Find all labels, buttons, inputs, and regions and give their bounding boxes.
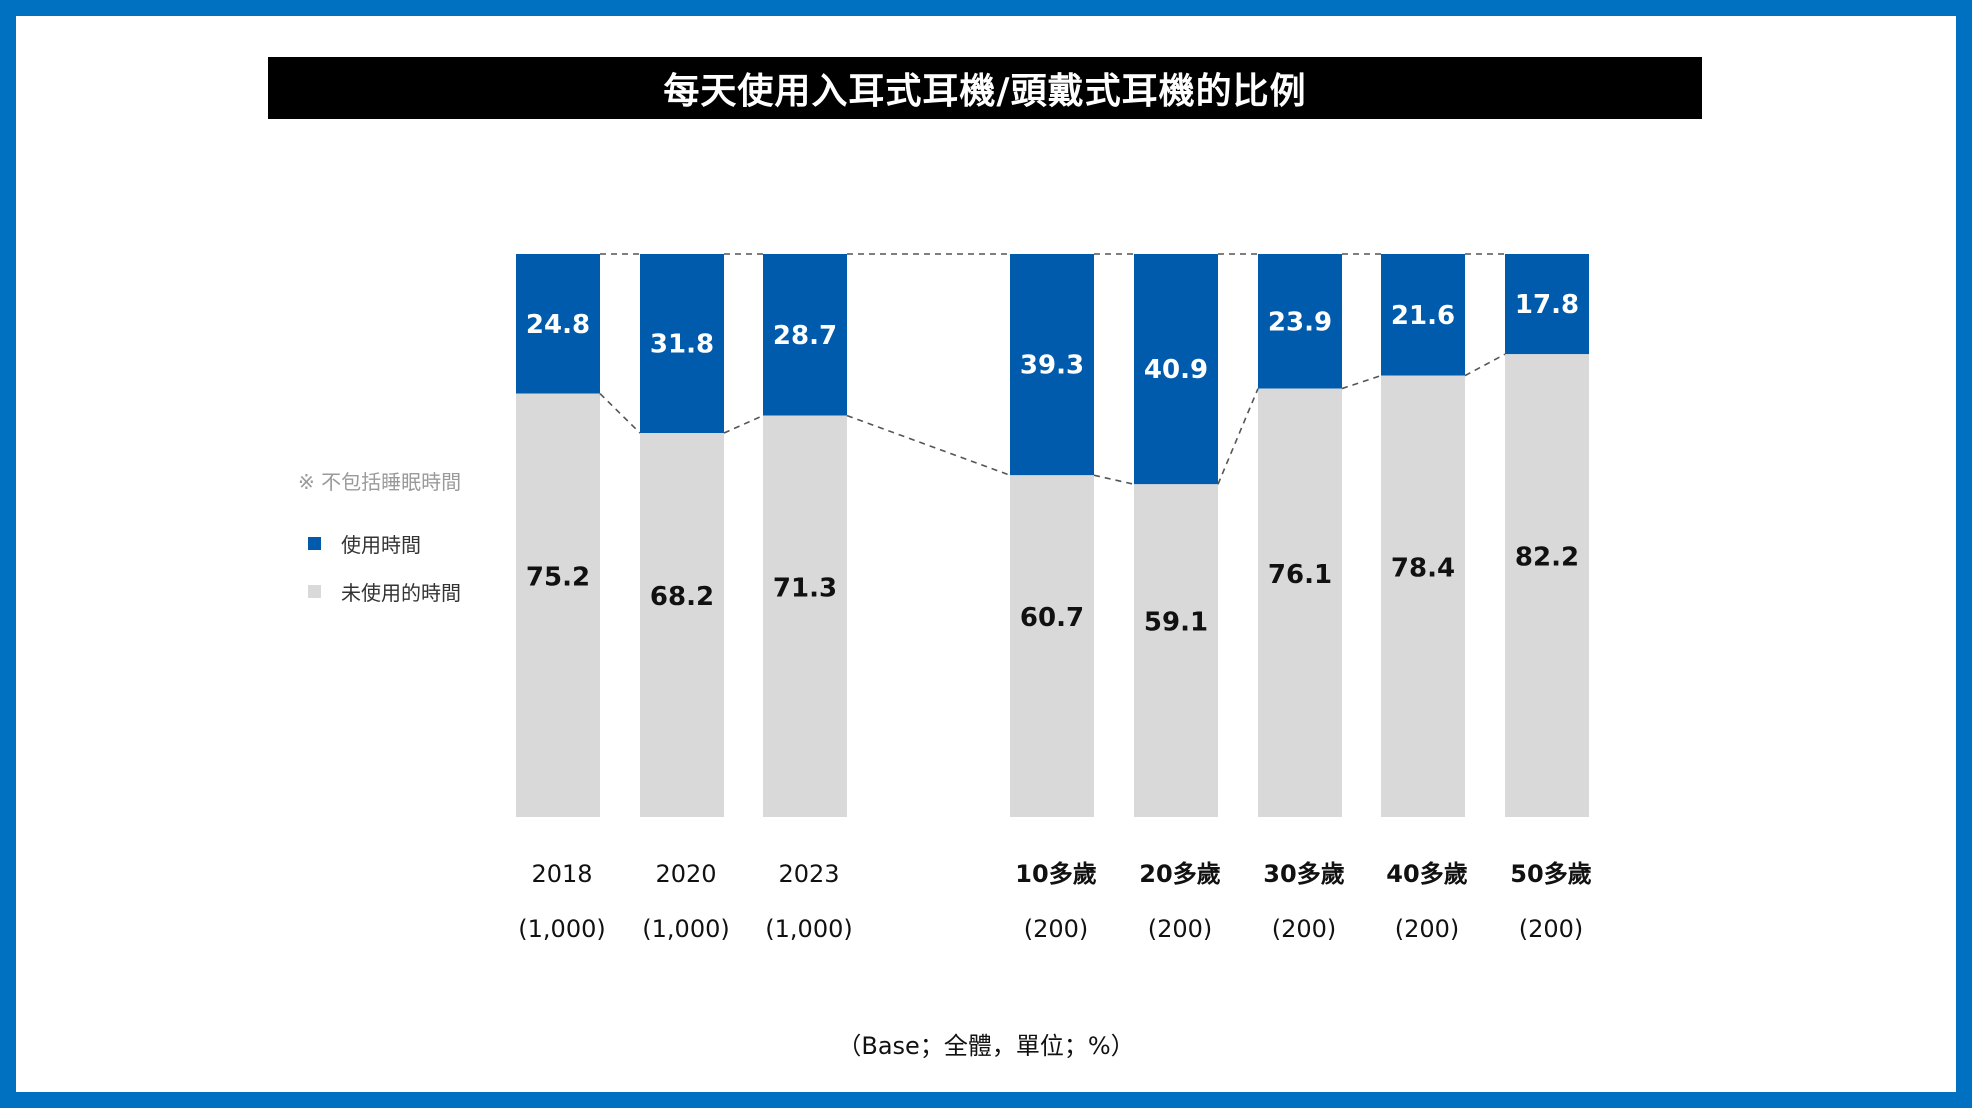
legend-swatch-used	[308, 537, 321, 550]
category-label-3: 10多歲	[1015, 860, 1096, 888]
bar-used-3	[1010, 254, 1094, 476]
category-label-7: 50多歲	[1510, 860, 1591, 888]
category-label-2: 2023	[778, 860, 839, 888]
boundary-connector-0	[599, 393, 641, 434]
legend-label-unused: 未使用的時間	[341, 581, 461, 605]
value-label-used-1: 31.8	[650, 330, 714, 360]
category-label-6: 40多歲	[1386, 860, 1467, 888]
value-label-used-5: 23.9	[1268, 307, 1332, 337]
category-label-1: 2020	[655, 860, 716, 888]
bar-unused-6	[1381, 375, 1465, 817]
bar-used-2	[763, 254, 847, 416]
category-label-5: 30多歲	[1263, 860, 1344, 888]
bar-unused-5	[1258, 388, 1342, 817]
sample-size-label-3: (200)	[1024, 915, 1089, 943]
boundary-connector-4	[1217, 388, 1259, 485]
value-label-unused-5: 76.1	[1268, 560, 1332, 590]
value-label-used-2: 28.7	[773, 321, 837, 351]
boundary-connector-1	[723, 414, 764, 434]
boundary-connector-5	[1341, 374, 1382, 390]
value-label-unused-2: 71.3	[773, 573, 837, 603]
category-label-0: 2018	[531, 860, 592, 888]
bar-unused-4	[1134, 484, 1218, 817]
sample-size-label-5: (200)	[1272, 915, 1337, 943]
value-label-unused-7: 82.2	[1515, 543, 1579, 573]
value-label-unused-3: 60.7	[1020, 603, 1084, 633]
value-label-used-6: 21.6	[1391, 301, 1455, 331]
value-label-used-7: 17.8	[1515, 290, 1579, 320]
bar-used-4	[1134, 254, 1218, 485]
bar-used-5	[1258, 254, 1342, 389]
value-label-used-4: 40.9	[1144, 355, 1208, 385]
value-label-unused-4: 59.1	[1144, 608, 1208, 638]
bar-used-7	[1505, 254, 1589, 355]
bar-used-0	[516, 254, 600, 394]
bar-used-6	[1381, 254, 1465, 376]
boundary-connector-2	[846, 414, 1011, 477]
legend-swatch-unused	[308, 585, 321, 598]
bar-unused-1	[640, 433, 724, 817]
bar-unused-0	[516, 393, 600, 817]
value-label-used-0: 24.8	[526, 310, 590, 340]
sample-size-label-4: (200)	[1148, 915, 1213, 943]
sample-size-label-0: (1,000)	[518, 915, 605, 943]
note-text: ※ 不包括睡眠時間	[298, 470, 462, 494]
bar-unused-3	[1010, 475, 1094, 817]
chart-title: 每天使用入耳式耳機/頭戴式耳機的比例	[268, 57, 1702, 119]
sample-size-label-6: (200)	[1395, 915, 1460, 943]
boundary-connector-3	[1093, 474, 1135, 486]
sample-size-label-1: (1,000)	[642, 915, 729, 943]
category-label-4: 20多歲	[1139, 860, 1220, 888]
legend-label-used: 使用時間	[341, 533, 421, 557]
sample-size-label-2: (1,000)	[765, 915, 852, 943]
value-label-unused-0: 75.2	[526, 562, 590, 592]
bar-unused-7	[1505, 354, 1589, 817]
base-note: （Base；全體，單位；%）	[837, 1032, 1135, 1060]
bar-used-1	[640, 254, 724, 434]
value-label-used-3: 39.3	[1020, 351, 1084, 381]
boundary-connector-6	[1464, 353, 1506, 377]
sample-size-label-7: (200)	[1519, 915, 1584, 943]
legend-item-unused: 未使用的時間	[308, 577, 461, 606]
bar-unused-2	[763, 415, 847, 817]
value-label-unused-1: 68.2	[650, 582, 714, 612]
legend-item-used: 使用時間	[308, 529, 421, 558]
value-label-unused-6: 78.4	[1391, 553, 1455, 583]
